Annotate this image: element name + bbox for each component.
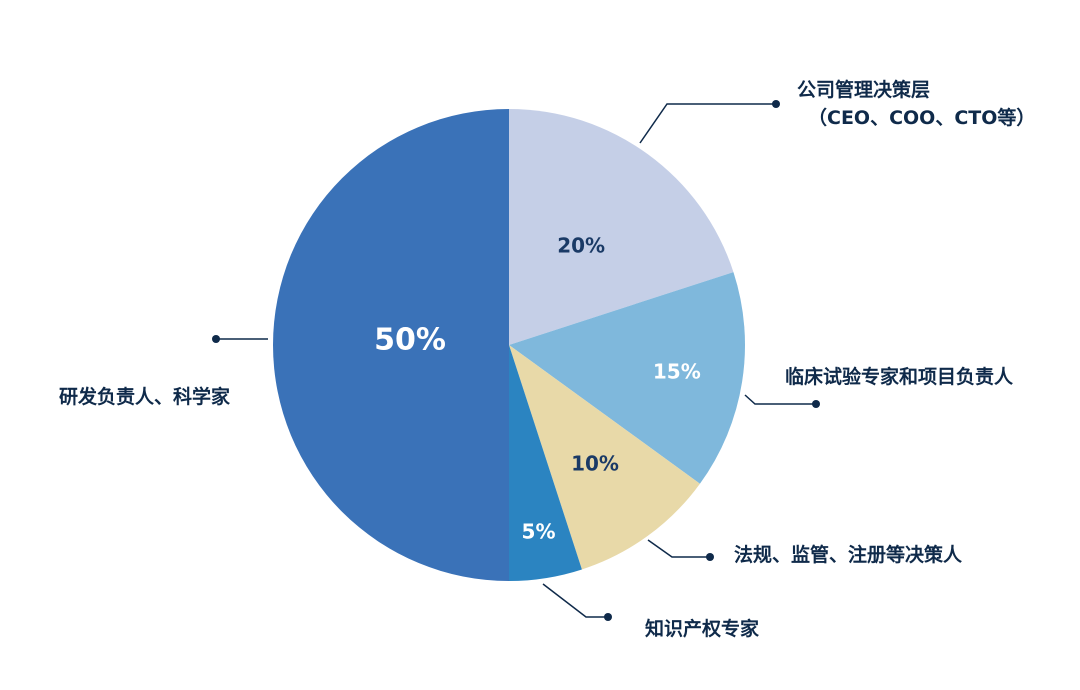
category-label: 研发负责人、科学家 [59,385,231,408]
leader-dot [604,613,612,621]
percent-labels: 20% 15% 10% 5% 50% [374,234,701,544]
leader-dot [812,400,820,408]
category-label: 公司管理决策层 [797,78,930,101]
category-label: 知识产权专家 [645,617,760,640]
category-label: （CEO、COO、CTO等） [808,106,1035,129]
pie-slice [509,345,700,570]
leader-line [542,583,605,618]
percent-label: 20% [557,234,605,258]
leader-line [639,103,773,144]
pie-slices [273,109,745,581]
category-labels: 公司管理决策层 （CEO、COO、CTO等） 临床试验专家和项目负责人法规、监管、注… [59,78,1035,640]
percent-label: 10% [571,451,619,475]
pie-slice [509,345,582,581]
category-label: 法规、监管、注册等决策人 [734,543,963,566]
percent-label: 5% [522,519,556,543]
category-label: 临床试验专家和项目负责人 [785,365,1014,388]
percent-label: 15% [653,360,701,384]
leader-lines [212,100,820,621]
leader-dot [706,553,714,561]
leader-dot [772,100,780,108]
pie-slice [509,272,745,484]
leader-dot [212,335,220,343]
leader-line [744,394,813,405]
percent-label: 50% [374,323,446,358]
pie-slice [509,109,734,345]
leader-line [647,539,707,558]
pie-slice [273,109,509,581]
